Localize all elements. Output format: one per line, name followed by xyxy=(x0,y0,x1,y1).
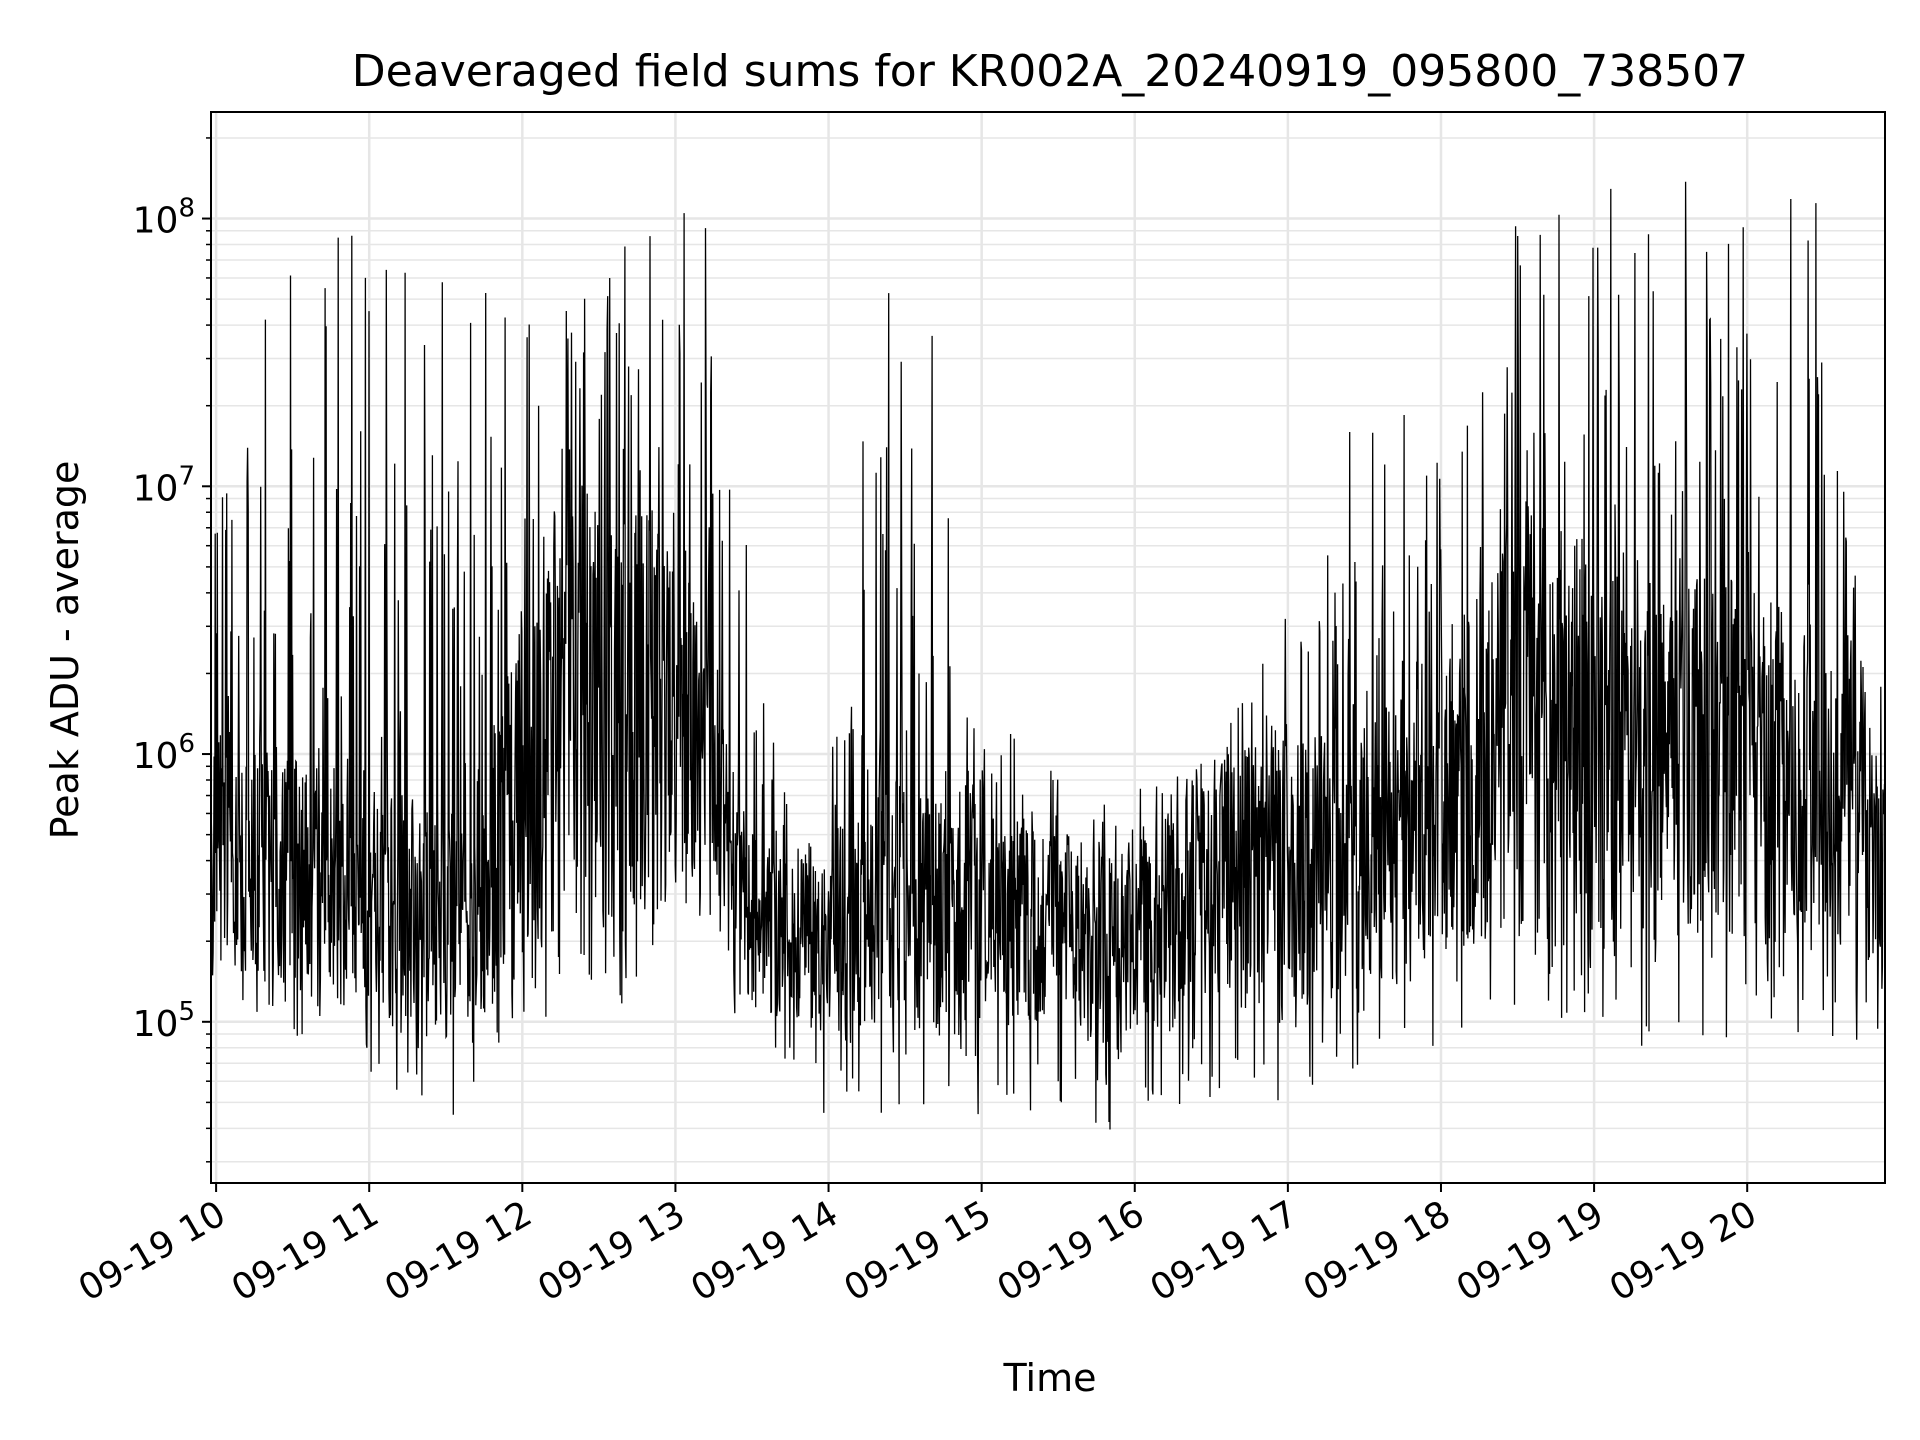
y-tick-label: 105 xyxy=(133,997,195,1045)
x-axis-label: Time xyxy=(1003,1356,1097,1400)
y-tick-label: 106 xyxy=(133,729,195,777)
y-tick-label: 108 xyxy=(133,194,195,242)
data-line xyxy=(210,181,1886,1130)
chart-title: Deaveraged field sums for KR002A_2024091… xyxy=(352,46,1748,97)
y-tick-label: 107 xyxy=(133,461,195,509)
plot-frame xyxy=(210,111,1886,1184)
y-axis: 105 106 107 108 xyxy=(133,137,211,1163)
y-axis-label: Peak ADU - average xyxy=(43,461,87,840)
series xyxy=(210,181,1886,1130)
